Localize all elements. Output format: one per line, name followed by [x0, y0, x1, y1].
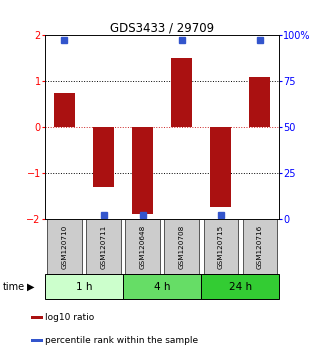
Bar [31, 316, 43, 319]
Text: GSM120710: GSM120710 [61, 225, 67, 269]
Bar [47, 219, 82, 274]
Text: GSM120708: GSM120708 [178, 225, 185, 269]
Bar [249, 77, 271, 127]
Text: GSM120715: GSM120715 [218, 225, 224, 269]
Bar [132, 127, 153, 214]
Bar [123, 274, 201, 299]
Bar [210, 127, 231, 207]
Text: time: time [3, 282, 25, 292]
Text: ▶: ▶ [27, 282, 35, 292]
Bar [86, 219, 121, 274]
Bar [126, 219, 160, 274]
Bar [164, 219, 199, 274]
Bar [243, 219, 277, 274]
Text: percentile rank within the sample: percentile rank within the sample [46, 336, 199, 345]
Bar [171, 58, 192, 127]
Bar [31, 339, 43, 342]
Bar [93, 127, 114, 187]
Bar [201, 274, 279, 299]
Text: 24 h: 24 h [229, 282, 252, 292]
Bar [45, 274, 123, 299]
Title: GDS3433 / 29709: GDS3433 / 29709 [110, 21, 214, 34]
Bar [204, 219, 238, 274]
Text: GSM120648: GSM120648 [140, 225, 146, 269]
Bar [54, 93, 75, 127]
Text: log10 ratio: log10 ratio [46, 313, 95, 322]
Text: GSM120711: GSM120711 [100, 225, 107, 269]
Text: GSM120716: GSM120716 [257, 225, 263, 269]
Text: 1 h: 1 h [76, 282, 92, 292]
Text: 4 h: 4 h [154, 282, 170, 292]
